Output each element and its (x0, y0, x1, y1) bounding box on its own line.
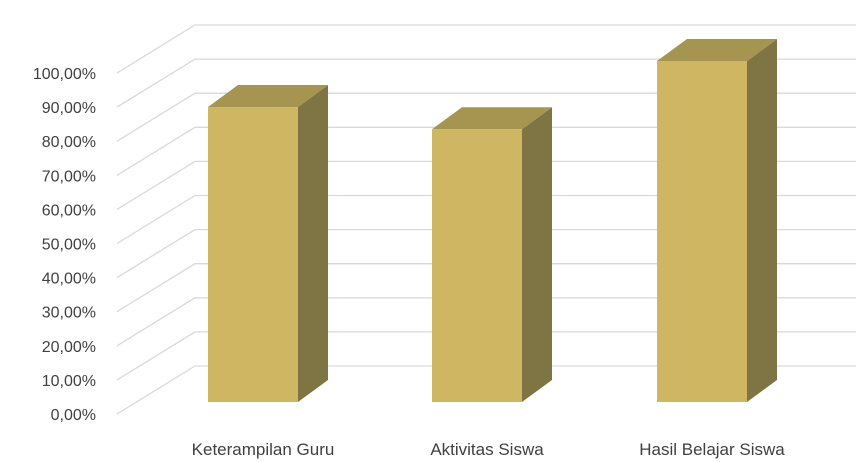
gridline (116, 194, 856, 245)
bar-top-face (432, 107, 552, 130)
x-category-label: Keterampilan Guru (192, 440, 335, 459)
bar-front-face (657, 61, 747, 402)
gridline (116, 92, 856, 142)
y-tick-label: 50,00% (42, 237, 96, 254)
y-tick-label: 80,00% (42, 134, 96, 151)
y-axis-ticks: 0,00% 10,00% 20,00% 30,00% 40,00% 50,00% 60,00… (33, 66, 96, 424)
gridline (116, 24, 856, 74)
x-category-label: Aktivitas Siswa (430, 440, 544, 459)
y-tick-label: 60,00% (42, 202, 96, 219)
y-tick-label: 10,00% (42, 373, 96, 390)
y-tick-label: 40,00% (42, 271, 96, 288)
x-category-label: Hasil Belajar Siswa (639, 440, 785, 459)
y-tick-label: 90,00% (42, 100, 96, 117)
bar-side-face (522, 107, 552, 402)
y-tick-label: 20,00% (42, 339, 96, 356)
gridline (116, 228, 856, 279)
gridline (116, 331, 856, 381)
gridline (116, 58, 856, 108)
gridline (116, 297, 856, 347)
gridline (116, 160, 856, 210)
y-tick-label: 100,00% (33, 66, 96, 83)
bar-side-face (298, 85, 328, 402)
bar-hasil-belajar-siswa (657, 39, 777, 402)
y-tick-label: 30,00% (42, 305, 96, 322)
bar-top-face (657, 39, 777, 61)
gridline (116, 263, 856, 313)
bar-side-face (747, 39, 777, 402)
gridline (116, 126, 856, 176)
bar-front-face (208, 107, 298, 402)
bar-aktivitas-siswa (432, 107, 552, 402)
bar-top-face (208, 85, 328, 108)
gridlines (116, 24, 856, 415)
x-axis-categories: Keterampilan Guru Aktivitas Siswa Hasil Be… (192, 440, 786, 459)
y-tick-label: 70,00% (42, 168, 96, 185)
bar-front-face (432, 129, 522, 402)
y-tick-label: 0,00% (51, 407, 96, 424)
bars (208, 39, 777, 402)
gridline (116, 365, 856, 415)
bar-keterampilan-guru (208, 85, 328, 402)
